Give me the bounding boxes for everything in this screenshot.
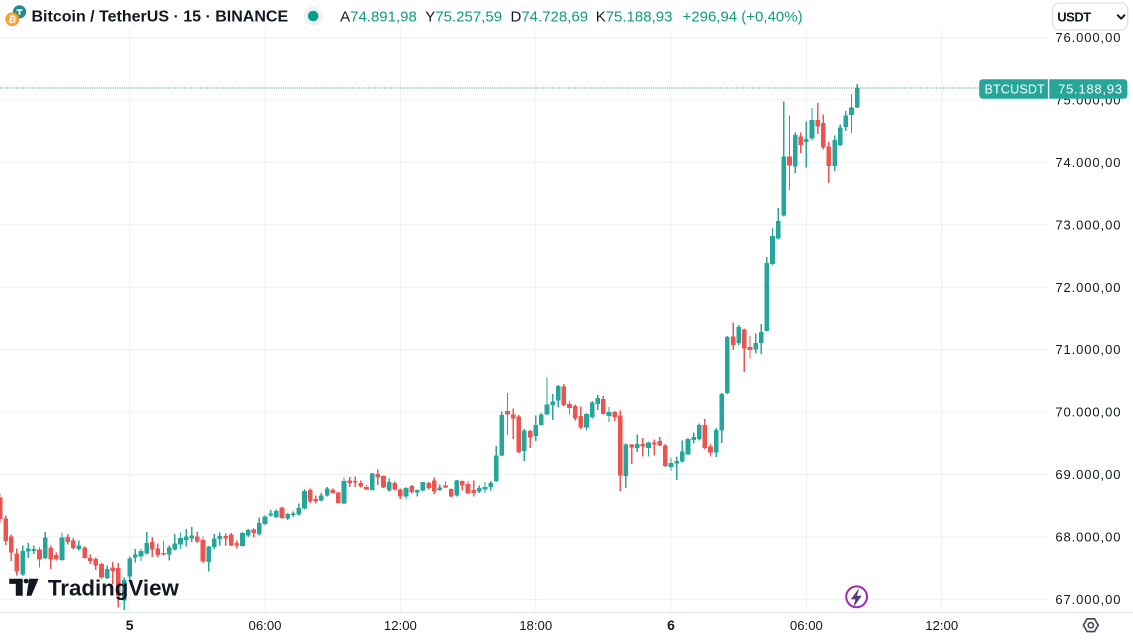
- svg-text:6: 6: [667, 617, 675, 633]
- svg-text:Bitcoin / TetherUS · 15 · BINA: Bitcoin / TetherUS · 15 · BINANCE: [32, 9, 289, 26]
- svg-text:12:00: 12:00: [384, 618, 417, 633]
- svg-text:12:00: 12:00: [925, 618, 958, 633]
- svg-text:₿: ₿: [7, 14, 17, 27]
- svg-text:68.000,00: 68.000,00: [1055, 530, 1121, 545]
- svg-text:18:00: 18:00: [519, 618, 552, 633]
- svg-text:06:00: 06:00: [248, 618, 281, 633]
- svg-text:06:00: 06:00: [790, 618, 823, 633]
- svg-text:5: 5: [126, 617, 134, 633]
- svg-text:75.188,93: 75.188,93: [1058, 82, 1123, 97]
- svg-text:76.000,00: 76.000,00: [1055, 30, 1121, 45]
- svg-text:73.000,00: 73.000,00: [1055, 217, 1121, 232]
- svg-text:BTCUSDT: BTCUSDT: [985, 83, 1046, 97]
- svg-text:69.000,00: 69.000,00: [1055, 467, 1121, 482]
- svg-text:67.000,00: 67.000,00: [1055, 592, 1121, 607]
- svg-text:74.000,00: 74.000,00: [1055, 155, 1121, 170]
- svg-text:70.000,00: 70.000,00: [1055, 405, 1121, 420]
- svg-text:72.000,00: 72.000,00: [1055, 280, 1121, 295]
- svg-text:71.000,00: 71.000,00: [1055, 342, 1121, 357]
- svg-text:USDT: USDT: [1057, 10, 1091, 25]
- svg-text:TradingView: TradingView: [48, 575, 180, 600]
